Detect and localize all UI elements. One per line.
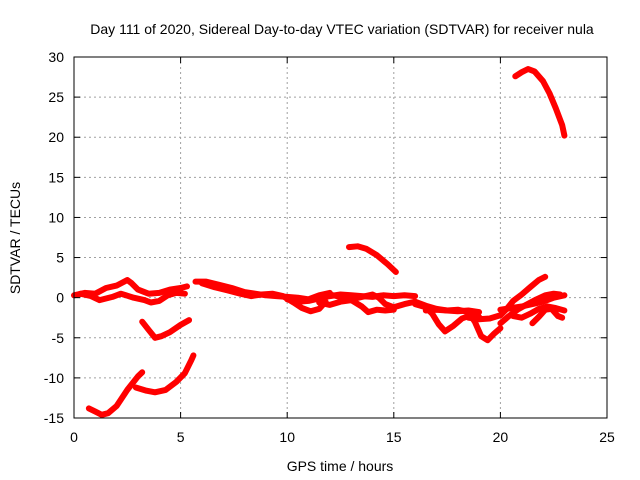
series-trace-19 bbox=[512, 66, 568, 139]
x-tick-label: 0 bbox=[70, 429, 78, 445]
x-tick-label: 15 bbox=[386, 429, 402, 445]
series-trace-8 bbox=[284, 291, 419, 305]
x-tick-label: 10 bbox=[279, 429, 295, 445]
series-trace-11 bbox=[346, 243, 399, 275]
series-trace-10 bbox=[316, 297, 397, 316]
x-tick-labels: 0 5 10 15 20 25 bbox=[70, 429, 615, 445]
y-tick-label: -15 bbox=[44, 410, 64, 426]
series-trace-14 bbox=[465, 273, 549, 323]
grid bbox=[74, 57, 607, 418]
x-tick-label: 20 bbox=[493, 429, 509, 445]
y-tick-label: -10 bbox=[44, 370, 64, 386]
axis-ticks bbox=[73, 56, 608, 419]
y-tick-label: 15 bbox=[48, 169, 64, 185]
y-tick-label: 25 bbox=[48, 89, 64, 105]
chart-title: Day 111 of 2020, Sidereal Day-to-day VTE… bbox=[90, 21, 594, 37]
x-axis-label: GPS time / hours bbox=[287, 458, 394, 474]
series-trace-1 bbox=[71, 277, 190, 299]
y-axis-label: SDTVAR / TECUs bbox=[7, 182, 23, 294]
x-tick-label: 25 bbox=[599, 429, 615, 445]
y-tick-label: -5 bbox=[52, 330, 65, 346]
series-trace-5 bbox=[132, 352, 197, 396]
y-tick-label: 20 bbox=[48, 129, 64, 145]
x-tick-label: 5 bbox=[177, 429, 185, 445]
series-trace-7 bbox=[198, 280, 329, 315]
series-trace-16 bbox=[497, 290, 564, 327]
series-trace-18 bbox=[510, 303, 568, 321]
y-tick-labels: -15 -10 -5 0 5 10 15 20 25 30 bbox=[44, 49, 64, 426]
series-trace-3 bbox=[139, 317, 193, 341]
y-tick-label: 10 bbox=[48, 209, 64, 225]
plot-frame bbox=[73, 56, 608, 419]
series-trace-2 bbox=[77, 289, 188, 306]
y-tick-label: 30 bbox=[48, 49, 64, 65]
series-trace-4 bbox=[85, 369, 146, 418]
y-tick-label: 5 bbox=[56, 250, 64, 266]
series-group bbox=[71, 66, 568, 418]
y-tick-label: 0 bbox=[56, 290, 64, 306]
